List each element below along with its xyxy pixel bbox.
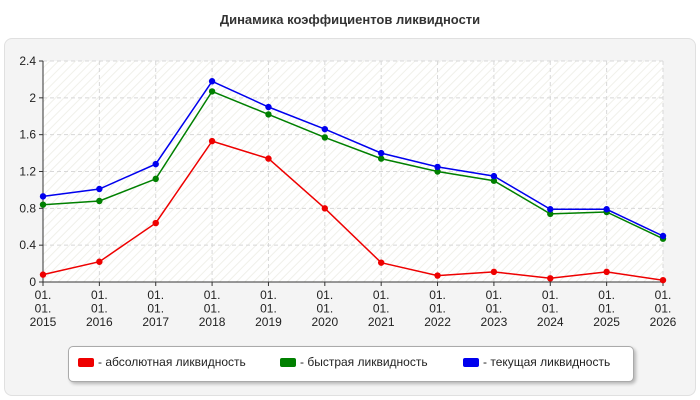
series-point-0	[659, 276, 667, 284]
legend-swatch	[78, 357, 94, 367]
y-tick-label: 2	[29, 91, 36, 105]
series-line-0	[42, 140, 664, 281]
series-point-2	[39, 193, 47, 200]
series-point-1	[39, 201, 47, 208]
series-point-0	[265, 155, 272, 162]
series-point-2	[96, 185, 103, 193]
series-point-0	[208, 137, 216, 145]
series-point-0	[547, 275, 554, 282]
series-point-1	[434, 168, 441, 175]
x-tick-label: 01. 01. 2015	[30, 288, 57, 329]
series-point-0	[39, 271, 47, 278]
series-point-0	[434, 272, 441, 279]
series-point-1	[208, 88, 216, 95]
x-tick-label: 01. 01. 2020	[311, 288, 338, 329]
y-tick-label: 1.6	[19, 128, 36, 142]
series-point-0	[603, 268, 610, 276]
x-tick-label: 01. 01. 2019	[255, 288, 282, 329]
legend-swatch	[463, 357, 479, 367]
legend-label: - абсолютная ликвидность	[98, 355, 246, 369]
x-tick-label: 01. 01. 2022	[424, 288, 451, 329]
x-tick-label: 01. 01. 2017	[142, 288, 169, 329]
series-point-2	[321, 125, 329, 133]
series-point-1	[265, 111, 272, 118]
series-point-0	[321, 205, 329, 212]
series-point-2	[603, 206, 610, 213]
series-line-2	[42, 80, 664, 237]
legend-label: - быстрая ликвидность	[300, 355, 428, 369]
series-point-1	[547, 210, 554, 218]
legend-item: - быстрая ликвидность	[280, 355, 428, 369]
series-point-2	[434, 163, 441, 171]
y-tick-label: 0.4	[19, 238, 36, 252]
y-tick-label: 0	[29, 275, 36, 289]
x-tick-label: 01. 01. 2018	[199, 288, 226, 329]
legend-item: - текущая ликвидность	[463, 355, 610, 369]
legend-item: - абсолютная ликвидность	[78, 355, 246, 369]
y-tick-label: 1.2	[19, 165, 36, 179]
series-point-1	[377, 155, 385, 162]
x-tick-label: 01. 01. 2024	[537, 288, 564, 329]
x-tick-label: 01. 01. 2025	[593, 288, 620, 329]
series-point-2	[208, 78, 216, 85]
series-point-1	[96, 197, 103, 205]
series-point-2	[547, 206, 554, 213]
x-tick-label: 01. 01. 2016	[86, 288, 113, 329]
series-point-0	[377, 259, 385, 266]
series-line-1	[42, 90, 664, 240]
chart-legend: - абсолютная ликвидность - быстрая ликвид…	[68, 346, 634, 382]
series-point-2	[377, 149, 385, 157]
series-point-1	[321, 134, 329, 141]
y-tick-label: 2.4	[19, 54, 36, 68]
series-point-2	[152, 160, 159, 168]
series-point-2	[490, 172, 498, 180]
series-point-0	[152, 219, 159, 227]
series-point-0	[490, 268, 498, 276]
series-point-1	[152, 175, 159, 183]
x-tick-label: 01. 01. 2021	[368, 288, 395, 329]
series-point-0	[96, 258, 103, 265]
chart-title: Динамика коэффициентов ликвидности	[219, 12, 481, 27]
series-point-2	[265, 103, 272, 111]
series-point-2	[659, 232, 667, 240]
x-tick-label: 01. 01. 2026	[650, 288, 677, 329]
legend-swatch	[280, 357, 296, 367]
y-tick-label: 0.8	[19, 201, 36, 215]
legend-label: - текущая ликвидность	[483, 355, 611, 369]
x-tick-label: 01. 01. 2023	[481, 288, 508, 329]
series-point-1	[490, 177, 498, 184]
